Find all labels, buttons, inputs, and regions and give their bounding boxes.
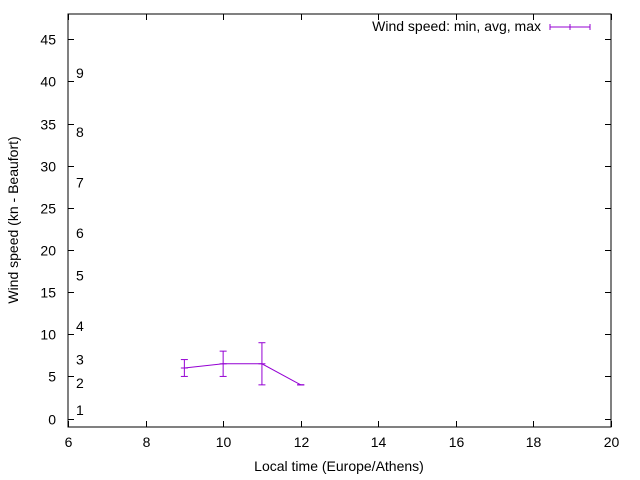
plot-border — [67, 13, 612, 428]
y-axis-label: Wind speed (kn - Beaufort) — [5, 136, 21, 303]
legend: Wind speed: min, avg, max — [372, 18, 591, 34]
beaufort-label: 8 — [76, 124, 84, 140]
y-tick-label: 0 — [48, 412, 56, 428]
beaufort-label: 4 — [76, 318, 84, 334]
x-tick-label: 18 — [526, 434, 542, 450]
y-tick-label: 20 — [40, 243, 56, 259]
beaufort-label: 3 — [76, 352, 84, 368]
beaufort-label: 7 — [76, 175, 84, 191]
x-tick-label: 16 — [449, 434, 465, 450]
beaufort-label: 9 — [76, 65, 84, 81]
beaufort-label: 1 — [76, 402, 84, 418]
beaufort-label: 5 — [76, 267, 84, 283]
x-axis-label: Local time (Europe/Athens) — [254, 458, 424, 474]
x-tick-label: 10 — [216, 434, 232, 450]
data-series — [180, 342, 305, 386]
beaufort-labels: 1 2 3 4 5 6 7 8 9 — [76, 65, 84, 418]
y-tick-label: 15 — [40, 285, 56, 301]
y-tick-label: 5 — [48, 369, 56, 385]
x-tick-label: 6 — [65, 434, 73, 450]
x-tick-label: 14 — [371, 434, 387, 450]
x-tick-label: 20 — [604, 434, 620, 450]
y-tick-label: 10 — [40, 327, 56, 343]
y-tick-label: 35 — [40, 117, 56, 133]
x-tick-label: 12 — [294, 434, 310, 450]
y-tick-label: 30 — [40, 159, 56, 175]
x-tick-label: 8 — [143, 434, 151, 450]
beaufort-label: 6 — [76, 225, 84, 241]
beaufort-label: 2 — [76, 375, 84, 391]
y-tick-label: 40 — [40, 74, 56, 90]
plot-axes — [67, 13, 612, 428]
legend-errorbar-sample — [549, 24, 591, 30]
avg-line — [184, 363, 301, 386]
legend-label: Wind speed: min, avg, max — [372, 18, 541, 34]
y-tick-label: 45 — [40, 32, 56, 48]
y-tick-label: 25 — [40, 201, 56, 217]
